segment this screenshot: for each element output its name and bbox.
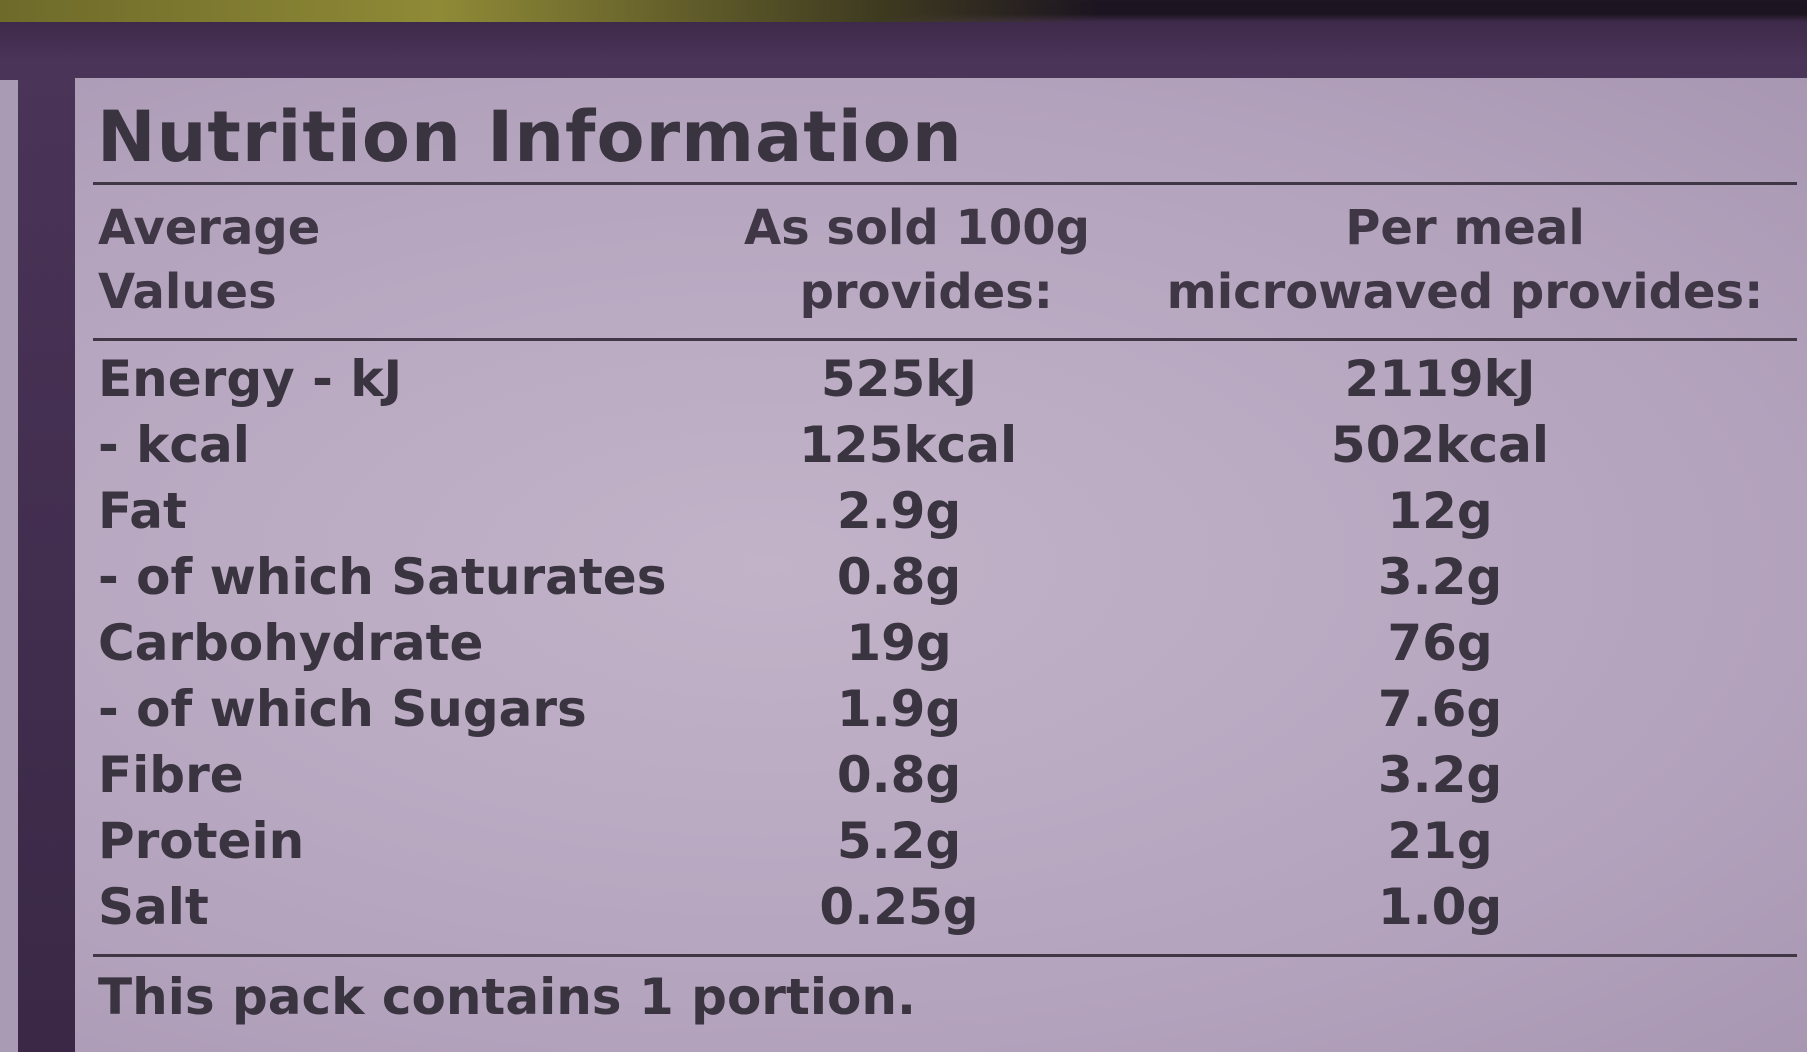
value-per-meal: 76g	[1387, 614, 1493, 672]
package-top-strip	[0, 0, 1100, 22]
value-per-meal: 7.6g	[1377, 680, 1503, 738]
header-line: provides:	[799, 264, 1053, 320]
value-per-100g: 5.2g	[836, 812, 962, 870]
header-line: Average	[98, 200, 321, 256]
nutrient-label: - kcal	[98, 416, 250, 474]
nutrient-label: Fat	[98, 482, 187, 540]
value-per-100g: 19g	[846, 614, 952, 672]
nutrient-label: Fibre	[98, 746, 244, 804]
value-per-100g: 0.8g	[836, 746, 962, 804]
nutrient-label: Energy - kJ	[98, 350, 403, 408]
header-per-100g: As sold 100g provides:	[685, 196, 1145, 324]
value-per-100g: 125kcal	[799, 416, 1018, 474]
value-per-meal: 12g	[1387, 482, 1493, 540]
header-average-values: Average Values	[98, 196, 320, 324]
value-per-100g: 525kJ	[820, 350, 978, 408]
nutrient-row: Salt 0.25g 1.0g	[75, 874, 1807, 940]
nutrient-row: Fat 2.9g 12g	[75, 478, 1807, 544]
value-per-100g: 1.9g	[836, 680, 962, 738]
nutrient-row: Protein 5.2g 21g	[75, 808, 1807, 874]
value-per-100g: 0.8g	[836, 548, 962, 606]
value-per-meal: 2119kJ	[1344, 350, 1536, 408]
adjacent-panel-edge	[0, 80, 18, 1052]
value-per-meal: 502kcal	[1330, 416, 1550, 474]
divider	[93, 182, 1797, 185]
portion-note: This pack contains 1 portion.	[98, 968, 916, 1026]
header-line: microwaved provides:	[1166, 264, 1764, 320]
nutrition-panel: Nutrition Information Average Values As …	[75, 78, 1807, 1052]
value-per-meal: 21g	[1387, 812, 1493, 870]
nutrient-row: Energy - kJ 525kJ 2119kJ	[75, 346, 1807, 412]
nutrient-label: - of which Sugars	[98, 680, 587, 738]
value-per-meal: 3.2g	[1377, 746, 1503, 804]
nutrient-label: Carbohydrate	[98, 614, 484, 672]
nutrient-label: - of which Saturates	[98, 548, 667, 606]
divider	[93, 954, 1797, 957]
value-per-meal: 3.2g	[1377, 548, 1503, 606]
nutrient-row: Carbohydrate 19g 76g	[75, 610, 1807, 676]
header-per-meal: Per meal microwaved provides:	[1115, 196, 1807, 324]
nutrient-row: Fibre 0.8g 3.2g	[75, 742, 1807, 808]
nutrient-row: - kcal 125kcal 502kcal	[75, 412, 1807, 478]
nutrient-label: Salt	[98, 878, 209, 936]
header-line: Values	[98, 264, 277, 320]
value-per-100g: 2.9g	[836, 482, 962, 540]
header-line: Per meal	[1345, 200, 1585, 256]
divider	[93, 338, 1797, 341]
nutrient-row: - of which Saturates 0.8g 3.2g	[75, 544, 1807, 610]
nutrient-row: - of which Sugars 1.9g 7.6g	[75, 676, 1807, 742]
value-per-100g: 0.25g	[819, 878, 979, 936]
nutrient-label: Protein	[98, 812, 305, 870]
value-per-meal: 1.0g	[1377, 878, 1503, 936]
panel-title: Nutrition Information	[97, 96, 963, 178]
header-line: As sold 100g	[743, 200, 1090, 256]
